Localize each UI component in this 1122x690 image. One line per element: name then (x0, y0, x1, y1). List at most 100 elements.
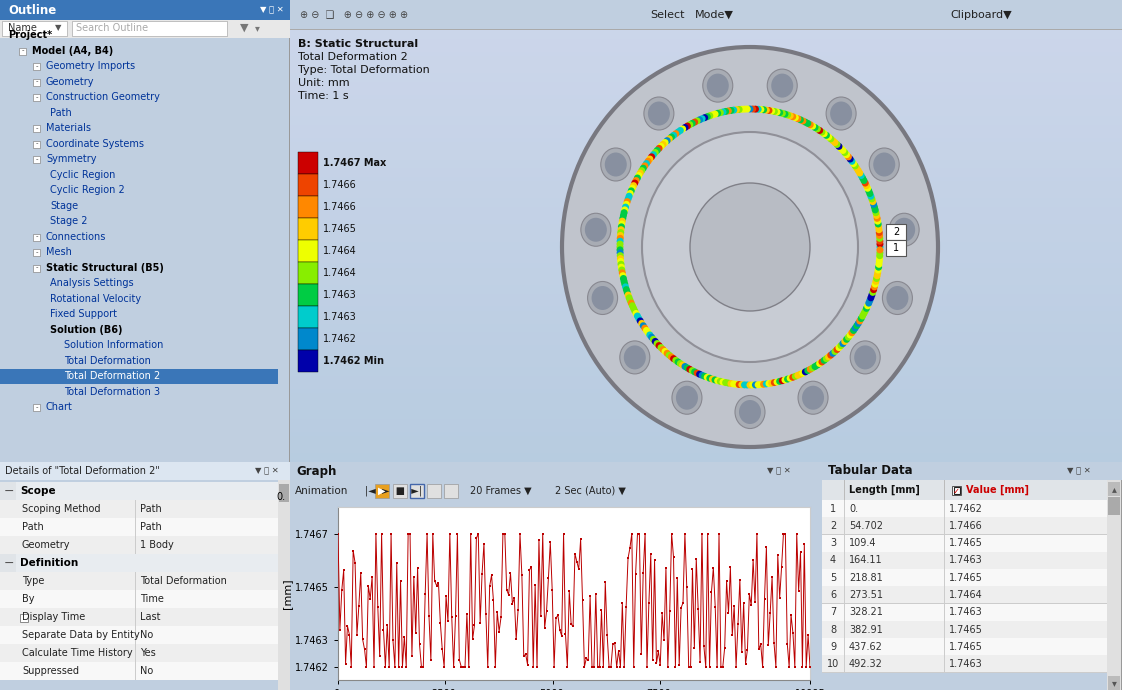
Circle shape (741, 106, 748, 112)
Circle shape (707, 112, 714, 119)
Circle shape (871, 204, 877, 210)
Ellipse shape (581, 213, 610, 246)
Circle shape (820, 357, 828, 364)
Bar (0, 500, 278, 518)
Circle shape (850, 160, 857, 167)
Circle shape (623, 286, 629, 293)
Circle shape (818, 128, 826, 135)
Bar (19, 48, 26, 55)
Circle shape (787, 375, 793, 382)
Bar (444, 484, 458, 498)
Circle shape (871, 201, 877, 208)
Circle shape (715, 110, 721, 117)
Text: 0.: 0. (277, 492, 286, 502)
Circle shape (696, 117, 703, 124)
Bar (298, 350, 318, 372)
Circle shape (845, 153, 852, 160)
Circle shape (763, 380, 770, 387)
Text: Analysis Settings: Analysis Settings (50, 278, 134, 288)
Bar (298, 284, 318, 306)
Circle shape (642, 162, 649, 169)
Text: |◄  ►  ■  ►|: |◄ ► ■ ►| (365, 486, 422, 496)
Circle shape (863, 305, 870, 312)
Circle shape (618, 221, 625, 228)
Circle shape (679, 126, 687, 132)
Circle shape (875, 226, 883, 233)
Circle shape (799, 370, 807, 377)
Text: 437.62: 437.62 (849, 642, 883, 652)
Bar (0, 536, 278, 554)
Text: ▼ ⬛ ✕: ▼ ⬛ ✕ (255, 466, 278, 475)
Circle shape (638, 167, 645, 174)
Circle shape (622, 204, 629, 210)
Text: Path: Path (22, 522, 44, 532)
Text: ▼ ⬛ ✕: ▼ ⬛ ✕ (1067, 466, 1091, 475)
Text: 1.7466: 1.7466 (323, 180, 357, 190)
Circle shape (816, 360, 824, 367)
Circle shape (749, 382, 756, 388)
Circle shape (848, 329, 855, 336)
Circle shape (842, 338, 848, 345)
Circle shape (643, 327, 650, 334)
Text: -: - (35, 125, 38, 131)
Text: 0.: 0. (849, 504, 858, 513)
Circle shape (809, 364, 816, 371)
Circle shape (723, 108, 729, 115)
Circle shape (628, 185, 636, 192)
Circle shape (662, 139, 669, 146)
Circle shape (693, 117, 700, 124)
Circle shape (744, 382, 751, 388)
Circle shape (872, 206, 879, 213)
Text: 164.11: 164.11 (849, 555, 883, 565)
Circle shape (670, 355, 677, 362)
Circle shape (684, 364, 691, 371)
Circle shape (628, 302, 636, 309)
Bar (279, 484, 289, 502)
Circle shape (825, 353, 833, 360)
Text: Total Deformation 2: Total Deformation 2 (298, 52, 407, 62)
Circle shape (691, 368, 698, 375)
Circle shape (865, 188, 872, 195)
Circle shape (617, 258, 624, 265)
Text: Type: Type (22, 576, 45, 586)
Text: Name: Name (8, 23, 37, 33)
Ellipse shape (767, 69, 798, 102)
Text: Cyclic Region 2: Cyclic Region 2 (50, 185, 125, 195)
Circle shape (861, 310, 867, 317)
Circle shape (620, 278, 627, 285)
Circle shape (836, 143, 843, 150)
Circle shape (674, 128, 681, 135)
Circle shape (867, 193, 874, 199)
Bar (822, 656, 1107, 673)
Circle shape (876, 246, 883, 253)
Text: 1.7464: 1.7464 (323, 246, 357, 256)
Circle shape (627, 297, 634, 304)
Circle shape (725, 108, 732, 115)
Circle shape (634, 313, 641, 319)
Ellipse shape (873, 152, 895, 177)
Circle shape (827, 352, 835, 359)
Circle shape (674, 358, 681, 366)
Bar (0, 462, 289, 480)
Text: Static Structural (B5): Static Structural (B5) (46, 263, 164, 273)
Bar (822, 518, 1107, 535)
Bar (2, 21, 67, 36)
Text: ⊕ ⊖  ❑   ⊕ ⊖ ⊕ ⊖ ⊕ ⊕: ⊕ ⊖ ❑ ⊕ ⊖ ⊕ ⊖ ⊕ ⊕ (300, 10, 408, 20)
Circle shape (864, 185, 871, 192)
Circle shape (752, 106, 758, 112)
Circle shape (670, 132, 677, 139)
Text: Cyclic Region: Cyclic Region (50, 170, 116, 180)
Circle shape (876, 229, 883, 236)
Circle shape (668, 353, 675, 360)
Circle shape (619, 217, 626, 225)
Circle shape (836, 344, 843, 351)
Circle shape (799, 117, 807, 124)
Circle shape (689, 120, 696, 127)
Circle shape (773, 379, 781, 386)
Circle shape (875, 224, 882, 230)
Circle shape (665, 352, 673, 359)
Circle shape (802, 368, 809, 375)
Ellipse shape (675, 386, 698, 410)
Text: ▾: ▾ (1112, 678, 1116, 688)
Text: ▼: ▼ (55, 23, 62, 32)
